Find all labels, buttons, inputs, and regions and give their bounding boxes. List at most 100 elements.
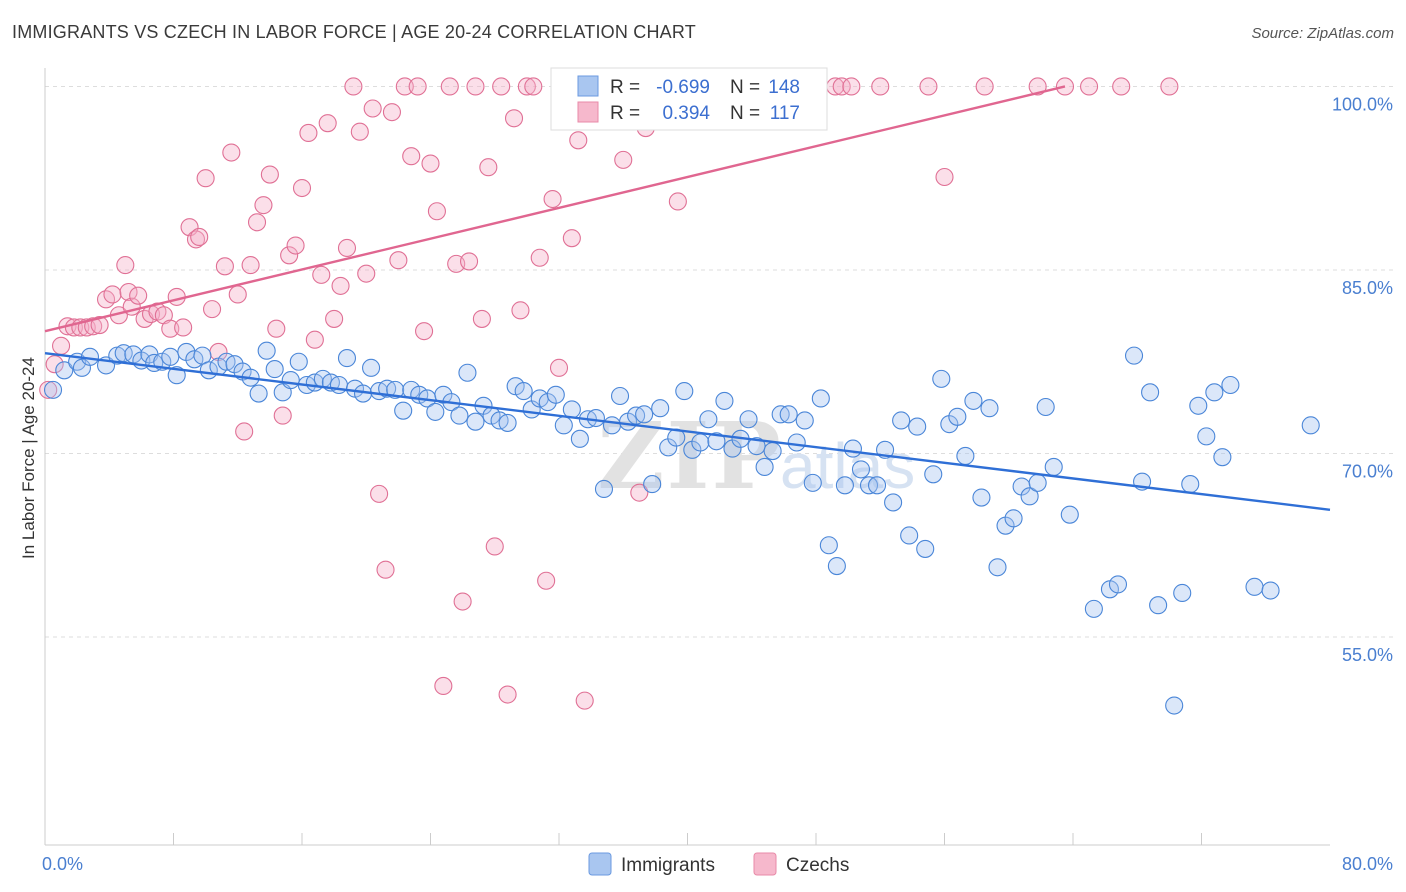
bottom-legend: Immigrants Czechs (588, 852, 849, 876)
tick-labels: 55.0% 70.0% 85.0% 100.0% 0.0% 80.0% (42, 94, 1393, 874)
czechs-point (116, 256, 135, 275)
immigrants-point (1149, 596, 1168, 615)
immigrants-point (562, 400, 581, 419)
immigrants-point (43, 380, 63, 399)
czechs-point (331, 276, 350, 295)
immigrants-point (779, 405, 798, 424)
czechs-point (668, 192, 687, 211)
immigrants-point (892, 411, 911, 430)
immigrants-point (450, 406, 469, 425)
bottom-legend-swatch-czechs (753, 852, 777, 876)
immigrants-point (458, 363, 477, 382)
source-label: Source: ZipAtlas.com (1251, 25, 1394, 42)
immigrants-point (811, 389, 830, 408)
legend-n-value: 117 (770, 103, 800, 124)
immigrants-point (55, 361, 74, 380)
immigrants-point (956, 446, 975, 465)
immigrants-point (554, 416, 573, 435)
czechs-point (871, 77, 890, 96)
immigrants-point (1221, 375, 1240, 395)
immigrants-point (908, 417, 927, 436)
immigrants-point (739, 410, 758, 429)
immigrants-point (1044, 457, 1063, 477)
legend-n-value: 148 (768, 77, 800, 98)
x-tick-label: 0.0% (42, 854, 83, 874)
immigrants-point (466, 412, 485, 431)
legend-n-label: N = (730, 103, 760, 124)
czechs-point (222, 143, 241, 162)
immigrants-point (161, 347, 180, 366)
immigrants-point (715, 391, 734, 410)
czechs-point (241, 256, 260, 275)
immigrants-point (1205, 383, 1224, 402)
immigrants-point (1213, 448, 1232, 467)
czechs-point (421, 154, 440, 173)
czechs-point (1028, 77, 1047, 96)
immigrants-point (675, 382, 694, 401)
immigrants-points (43, 341, 1320, 715)
immigrants-point (643, 475, 662, 494)
immigrants-point (546, 385, 565, 404)
czechs-point (52, 336, 71, 355)
immigrants-point (651, 399, 670, 418)
immigrants-point (699, 410, 718, 429)
czechs-point (350, 122, 369, 141)
immigrants-point (1173, 583, 1192, 603)
immigrants-point (932, 369, 951, 388)
immigrants-point (329, 375, 348, 395)
czechs-point (325, 309, 344, 328)
legend-r-value: -0.699 (656, 77, 710, 98)
czechs-point (427, 202, 446, 221)
czechs-point (408, 77, 427, 96)
immigrants-point (362, 358, 381, 377)
czechs-point (562, 229, 581, 248)
czechs-point (466, 77, 485, 96)
immigrants-point (964, 391, 983, 410)
czechs-point (415, 322, 434, 341)
y-tick-label: 85.0% (1342, 278, 1393, 298)
immigrants-point (635, 405, 654, 424)
czechs-point (203, 300, 222, 319)
immigrants-point (867, 476, 887, 495)
svg-text:ZIP: ZIP (597, 402, 782, 510)
immigrants-point (851, 460, 871, 479)
immigrants-point (803, 473, 822, 492)
immigrants-point (787, 433, 806, 452)
immigrants-point (337, 349, 357, 368)
czechs-point (530, 248, 549, 267)
y-tick-label: 70.0% (1342, 462, 1393, 482)
immigrants-point (1060, 505, 1079, 524)
czechs-point (267, 319, 286, 338)
czechs-point (39, 380, 58, 399)
czechs-point (575, 691, 594, 710)
y-tick-label: 55.0% (1342, 645, 1393, 665)
legend-r-value: 0.394 (662, 103, 710, 124)
axes (44, 68, 1330, 846)
immigrants-point (1004, 509, 1023, 528)
czechs-point (45, 355, 64, 374)
y-tick-label: 100.0% (1332, 94, 1393, 114)
bottom-legend-swatch-immigrants (588, 852, 612, 876)
immigrants-point (1108, 575, 1128, 594)
czechs-point (357, 264, 376, 283)
czechs-point (305, 330, 324, 349)
immigrants-point (916, 539, 935, 558)
czechs-point (549, 358, 569, 377)
czechs-point (84, 317, 103, 336)
czechs-point (395, 77, 414, 96)
czechs-point (434, 676, 453, 696)
czechs-point (614, 150, 633, 169)
czechs-point (492, 77, 511, 96)
immigrants-point (249, 384, 268, 403)
czechs-point (292, 178, 312, 198)
immigrants-point (755, 457, 774, 477)
czechs-point (832, 77, 851, 96)
immigrants-point (1301, 416, 1320, 435)
czechs-point (161, 319, 180, 338)
immigrants-point (1084, 599, 1103, 618)
czechs-point (186, 230, 206, 249)
immigrants-point (1141, 383, 1160, 402)
czechs-point (363, 99, 382, 118)
immigrants-point (691, 433, 710, 452)
immigrants-point (586, 408, 605, 428)
